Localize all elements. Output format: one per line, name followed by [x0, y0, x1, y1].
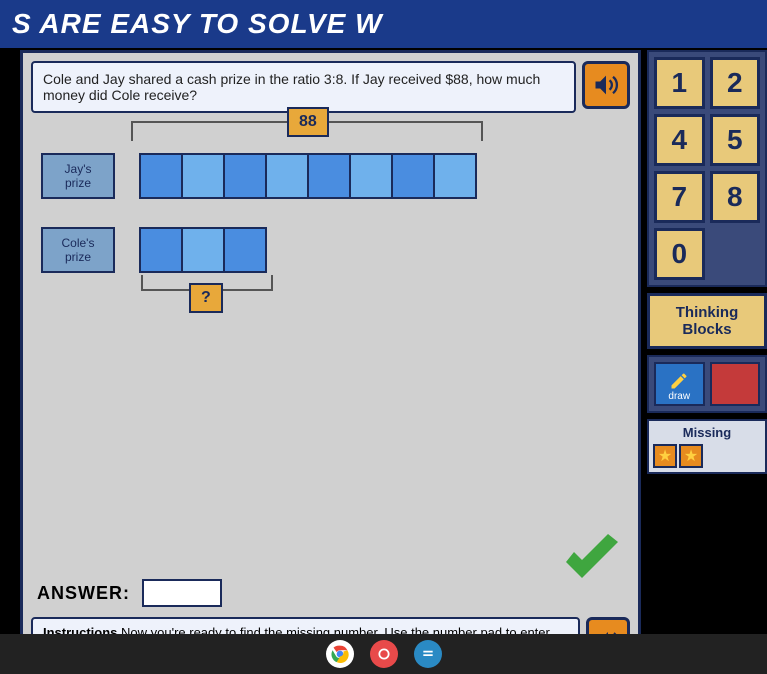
bar-cell [433, 153, 477, 199]
bar-cell [181, 227, 225, 273]
banner-text: S ARE EASY TO SOLVE W [12, 8, 383, 39]
missing-panel: Missing ★★ [647, 419, 767, 474]
app-icon-2[interactable] [370, 640, 398, 668]
bar-cell [223, 153, 267, 199]
star-icon: ★ [653, 444, 677, 468]
cole-value: ? [201, 289, 211, 306]
key-4[interactable]: 4 [654, 114, 705, 166]
key-2[interactable]: 2 [710, 57, 761, 109]
cole-bar [141, 227, 267, 273]
key-0[interactable]: 0 [654, 228, 705, 280]
jay-value: 88 [299, 113, 317, 130]
jay-bar [141, 153, 477, 199]
lines-icon [421, 647, 435, 661]
number-keypad: 1245780 [647, 50, 767, 287]
question-text: Cole and Jay shared a cash prize in the … [43, 71, 540, 103]
bar-diagram: 88 Jay's prize Cole's prize ? [31, 143, 630, 273]
thinking-blocks-button[interactable]: Thinking Blocks [647, 293, 767, 349]
bar-cell [181, 153, 225, 199]
draw-label: draw [668, 391, 690, 402]
check-icon [560, 532, 624, 588]
key-7[interactable]: 7 [654, 171, 705, 223]
thinking-blocks-l2: Blocks [654, 321, 760, 338]
star-icon: ★ [679, 444, 703, 468]
stars-row: ★★ [653, 444, 761, 468]
main-panel: Cole and Jay shared a cash prize in the … [20, 50, 641, 674]
chrome-icon[interactable] [326, 640, 354, 668]
jay-label: Jay's prize [41, 153, 115, 199]
cole-row: Cole's prize ? [41, 227, 620, 273]
key-1[interactable]: 1 [654, 57, 705, 109]
key-8[interactable]: 8 [710, 171, 761, 223]
question-row: Cole and Jay shared a cash prize in the … [31, 61, 630, 113]
chrome-glyph-icon [330, 644, 350, 664]
draw-tool[interactable]: draw [654, 362, 705, 406]
answer-label: ANSWER: [37, 583, 130, 604]
answer-row: ANSWER: [37, 579, 222, 607]
key-5[interactable]: 5 [710, 114, 761, 166]
bar-cell [349, 153, 393, 199]
tool-2[interactable] [710, 362, 761, 406]
missing-title: Missing [653, 425, 761, 440]
pencil-icon [669, 371, 689, 391]
speaker-icon [592, 71, 620, 99]
cole-label: Cole's prize [41, 227, 115, 273]
check-button[interactable] [560, 532, 624, 593]
bar-cell [139, 153, 183, 199]
jay-value-tag: 88 [287, 107, 329, 137]
title-banner: S ARE EASY TO SOLVE W [0, 0, 767, 48]
circle-icon [377, 647, 391, 661]
jay-row: Jay's prize [41, 153, 620, 199]
tool-row: draw [647, 355, 767, 413]
side-panel: 1245780 Thinking Blocks draw Missing ★★ [647, 50, 767, 674]
bar-cell [223, 227, 267, 273]
bar-cell [139, 227, 183, 273]
speaker-button[interactable] [582, 61, 630, 109]
bar-cell [307, 153, 351, 199]
app-icon-3[interactable] [414, 640, 442, 668]
answer-input[interactable] [142, 579, 222, 607]
bar-cell [265, 153, 309, 199]
cole-value-tag: ? [189, 283, 223, 313]
stage: Cole and Jay shared a cash prize in the … [20, 50, 767, 674]
taskbar [0, 634, 767, 674]
thinking-blocks-l1: Thinking [654, 304, 760, 321]
bar-cell [391, 153, 435, 199]
question-box: Cole and Jay shared a cash prize in the … [31, 61, 576, 113]
